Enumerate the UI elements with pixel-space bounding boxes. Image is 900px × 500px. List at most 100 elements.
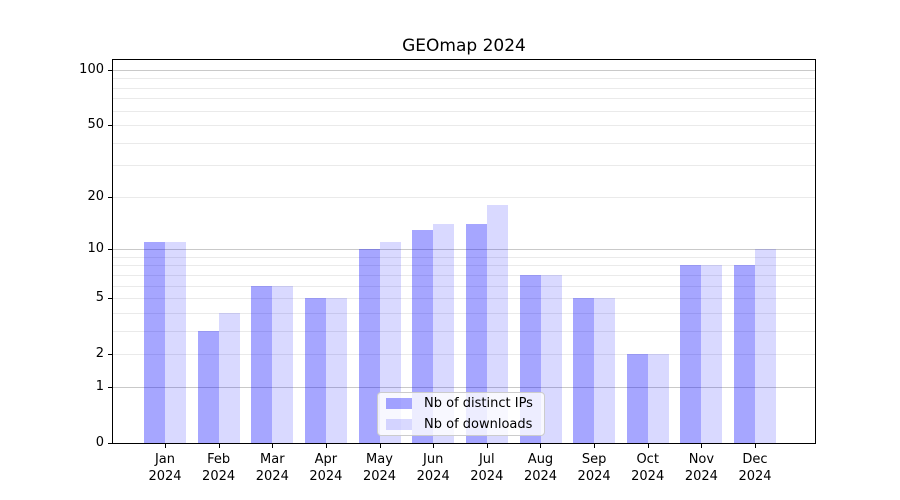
- x-tick-year: 2024: [523, 469, 558, 484]
- x-tick-year: 2024: [255, 469, 289, 484]
- x-tick-label: Oct 2024: [618, 451, 678, 485]
- minor-gridline: [113, 142, 815, 144]
- y-tick-label: 50: [87, 117, 104, 132]
- x-tick-mark: [219, 443, 220, 448]
- y-tick-mark: [108, 249, 113, 251]
- x-tick-mark: [648, 443, 649, 448]
- x-tick-month: Mar: [260, 452, 285, 467]
- bar-jan-downloads: [165, 242, 186, 443]
- minor-gridline: [113, 330, 815, 332]
- minor-gridline: [113, 354, 815, 356]
- bar-oct-downloads: [647, 354, 669, 443]
- major-gridline: [113, 69, 815, 71]
- minor-gridline: [113, 265, 815, 267]
- bar-mar-downloads: [272, 285, 294, 443]
- y-tick-mark: [108, 386, 113, 388]
- major-gridline: [113, 249, 815, 251]
- x-tick-mark: [272, 443, 273, 448]
- x-tick-year: 2024: [470, 469, 504, 484]
- x-tick-year: 2024: [416, 469, 450, 484]
- y-tick-label: 0: [95, 435, 104, 450]
- bar-jun-ips: [412, 229, 434, 443]
- x-tick-label: Dec 2024: [725, 451, 785, 485]
- bar-aug-downloads: [540, 274, 562, 443]
- x-tick-label: Jan 2024: [135, 451, 195, 485]
- x-tick-year: 2024: [738, 469, 772, 484]
- x-tick-label: Jul 2024: [457, 451, 517, 485]
- bar-nov-ips: [680, 265, 702, 443]
- x-tick-year: 2024: [631, 469, 665, 484]
- x-tick-mark: [701, 443, 702, 448]
- x-tick-mark: [380, 443, 381, 448]
- bar-feb-ips: [197, 330, 219, 443]
- x-tick-label: Nov 2024: [671, 451, 731, 485]
- y-tick-label: 2: [95, 346, 104, 362]
- x-tick-year: 2024: [148, 469, 182, 484]
- legend-row: Nb of distinct IPs: [378, 395, 544, 413]
- y-tick-label: 5: [95, 290, 104, 306]
- x-tick-mark: [487, 443, 488, 448]
- x-tick-month: Nov: [688, 452, 715, 467]
- y-tick-label: 10: [87, 241, 104, 257]
- y-tick-mark: [108, 69, 113, 71]
- x-tick-mark: [755, 443, 756, 448]
- x-tick-mark: [326, 443, 327, 448]
- bar-feb-downloads: [218, 312, 240, 443]
- minor-gridline: [113, 285, 815, 287]
- bar-jan-ips: [144, 242, 165, 443]
- x-tick-label: Feb 2024: [189, 451, 249, 485]
- minor-gridline: [113, 298, 815, 300]
- x-tick-month: Jun: [423, 452, 444, 467]
- minor-gridline: [113, 312, 815, 314]
- x-tick-month: Dec: [742, 452, 768, 467]
- y-tick-label: 20: [87, 188, 104, 204]
- x-tick-month: Aug: [527, 452, 554, 467]
- x-tick-label: Aug 2024: [511, 451, 571, 485]
- minor-gridline: [113, 87, 815, 89]
- x-tick-year: 2024: [684, 469, 718, 484]
- minor-gridline: [113, 110, 815, 112]
- y-tick-label: 100: [79, 61, 104, 77]
- legend-label: Nb of distinct IPs: [424, 395, 533, 411]
- legend: Nb of distinct IPs Nb of downloads: [377, 392, 545, 436]
- x-tick-mark: [540, 443, 541, 448]
- plot-area: [113, 60, 815, 443]
- minor-gridline: [113, 274, 815, 276]
- x-tick-label: Sep 2024: [564, 451, 624, 485]
- minor-gridline: [113, 98, 815, 100]
- x-tick-month: May: [366, 452, 393, 467]
- x-tick-month: Apr: [314, 452, 338, 467]
- minor-gridline: [113, 78, 815, 80]
- bar-nov-downloads: [701, 265, 723, 443]
- bar-dec-ips: [734, 265, 755, 443]
- chart-title: GEOmap 2024: [402, 36, 526, 56]
- major-gridline: [113, 386, 815, 388]
- x-tick-label: Mar 2024: [242, 451, 302, 485]
- bar-sep-ips: [573, 298, 595, 443]
- x-tick-month: Jul: [478, 452, 495, 467]
- y-tick-mark: [108, 443, 113, 444]
- bar-apr-downloads: [325, 298, 347, 443]
- legend-swatch-downloads: [386, 419, 412, 430]
- bar-sep-downloads: [594, 298, 616, 443]
- y-tick-mark: [108, 354, 113, 356]
- bar-may-ips: [358, 249, 380, 443]
- y-tick-mark: [108, 125, 113, 126]
- x-tick-mark: [594, 443, 595, 448]
- bar-jul-downloads: [486, 204, 508, 443]
- x-tick-mark: [433, 443, 434, 448]
- bar-mar-ips: [251, 285, 273, 443]
- x-tick-label: Apr 2024: [296, 451, 356, 485]
- y-tick-mark: [108, 298, 113, 300]
- x-tick-month: Feb: [207, 452, 231, 467]
- x-tick-year: 2024: [202, 469, 236, 484]
- x-tick-year: 2024: [362, 469, 397, 484]
- y-tick-label: 1: [95, 378, 104, 394]
- x-tick-label: Jun 2024: [403, 451, 463, 485]
- x-tick-label: May 2024: [350, 451, 410, 485]
- minor-gridline: [113, 196, 815, 198]
- x-tick-year: 2024: [577, 469, 611, 484]
- x-tick-mark: [165, 443, 166, 448]
- legend-row: Nb of downloads: [378, 416, 544, 434]
